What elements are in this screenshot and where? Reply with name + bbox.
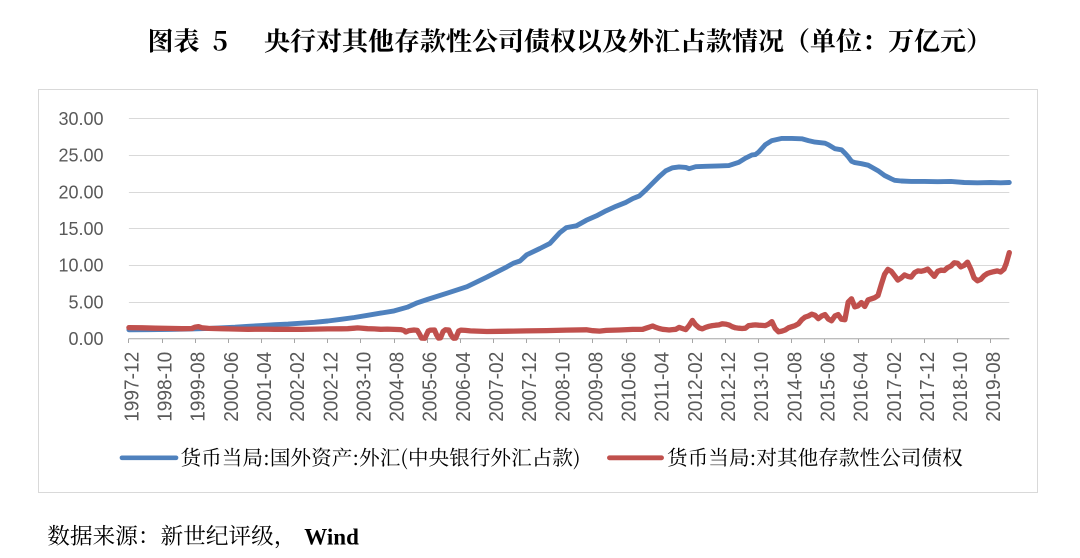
svg-text:0.00: 0.00	[68, 329, 103, 349]
svg-text:2004-08: 2004-08	[387, 352, 409, 422]
svg-text:2003-10: 2003-10	[353, 352, 375, 422]
svg-text:2019-08: 2019-08	[983, 352, 1005, 422]
svg-text:20.00: 20.00	[58, 182, 103, 202]
svg-text:1999-08: 1999-08	[188, 352, 210, 422]
svg-text:2010-06: 2010-06	[619, 352, 641, 422]
svg-text:2018-10: 2018-10	[950, 352, 972, 422]
svg-text:2000-06: 2000-06	[221, 352, 243, 422]
svg-text:2002-12: 2002-12	[320, 352, 342, 422]
svg-text:2006-04: 2006-04	[453, 352, 475, 422]
svg-text:2013-10: 2013-10	[751, 352, 773, 422]
svg-text:Wind: Wind	[304, 525, 359, 550]
svg-text:2005-06: 2005-06	[420, 352, 442, 422]
svg-text:2014-08: 2014-08	[784, 352, 806, 422]
svg-text:2017-12: 2017-12	[917, 352, 939, 422]
svg-text:2007-12: 2007-12	[519, 352, 541, 422]
svg-text:15.00: 15.00	[58, 219, 103, 239]
svg-text:2008-10: 2008-10	[552, 352, 574, 422]
svg-text:2007-02: 2007-02	[486, 352, 508, 422]
svg-text:2015-06: 2015-06	[818, 352, 840, 422]
svg-text:30.00: 30.00	[58, 109, 103, 129]
svg-text:2011-04: 2011-04	[652, 352, 674, 422]
svg-text:2012-02: 2012-02	[685, 352, 707, 422]
svg-text:25.00: 25.00	[58, 146, 103, 166]
svg-text:2009-08: 2009-08	[585, 352, 607, 422]
svg-text:2012-12: 2012-12	[718, 352, 740, 422]
svg-text:2016-04: 2016-04	[851, 352, 873, 422]
svg-text:1998-10: 1998-10	[155, 352, 177, 422]
svg-text:2017-02: 2017-02	[884, 352, 906, 422]
svg-text:1997-12: 1997-12	[121, 352, 143, 422]
svg-text:2002-02: 2002-02	[287, 352, 309, 422]
svg-text:5.00: 5.00	[68, 292, 103, 312]
svg-text:2001-04: 2001-04	[254, 352, 276, 422]
svg-text:10.00: 10.00	[58, 256, 103, 276]
